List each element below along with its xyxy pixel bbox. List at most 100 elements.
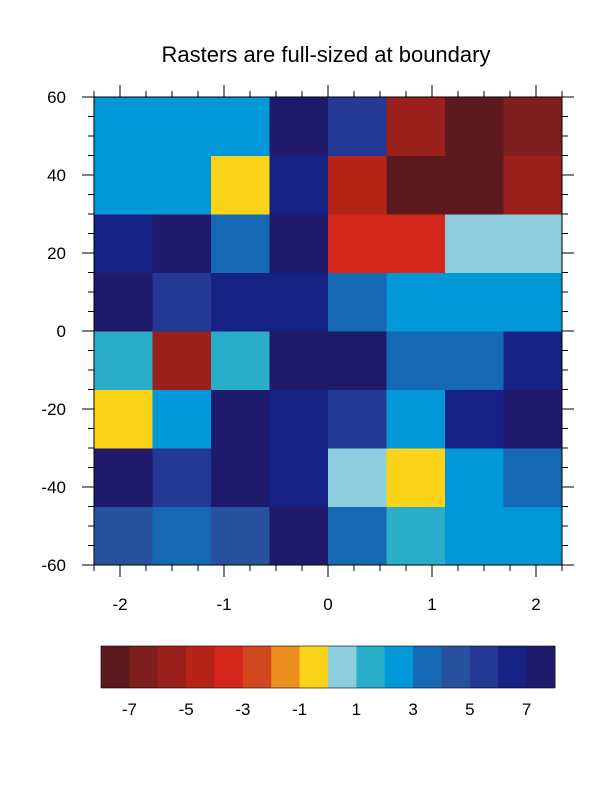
colorbar-frame	[100, 645, 556, 689]
raster-cell	[152, 389, 212, 449]
colorbar-swatch	[242, 646, 272, 688]
x-tick-label: 2	[531, 595, 540, 614]
colorbar-swatch	[299, 646, 329, 688]
axes-layer: -2 -1 0 1 2 -60 -40 -20 0 20 40 60	[41, 85, 574, 614]
raster-cell	[269, 506, 329, 566]
raster-cell	[269, 448, 329, 507]
raster-cell	[211, 97, 270, 156]
colorbar-label: 5	[465, 700, 474, 719]
x-tick-label: 1	[427, 595, 436, 614]
colorbar: -7 -5 -3 -1 1 3 5 7	[100, 645, 556, 719]
raster-cell	[503, 97, 563, 156]
raster-cell	[503, 331, 563, 390]
colorbar-label: -5	[179, 700, 194, 719]
raster-cell	[445, 272, 504, 332]
colorbar-label: -7	[122, 700, 137, 719]
raster-cell	[94, 331, 153, 390]
raster-cell	[94, 155, 153, 215]
raster-cell	[152, 331, 212, 390]
colorbar-swatch	[413, 646, 442, 688]
raster-cell	[386, 97, 446, 156]
raster-cell	[211, 214, 270, 273]
raster-cell	[328, 389, 387, 449]
raster-cell	[386, 389, 446, 449]
raster-cell	[269, 97, 329, 156]
colorbar-swatch	[214, 646, 244, 688]
raster-cell	[445, 97, 504, 156]
y-tick-label: -20	[41, 400, 66, 419]
x-tick-label: 0	[323, 595, 332, 614]
raster-cell	[211, 155, 270, 215]
raster-cell	[328, 155, 387, 215]
raster-cell	[269, 331, 329, 390]
x-tick-label: -1	[216, 595, 231, 614]
raster-cell	[328, 214, 387, 273]
raster-cell	[94, 448, 153, 507]
colorbar-swatch	[186, 646, 215, 688]
colorbar-swatch	[271, 646, 301, 688]
raster-cell	[386, 155, 446, 215]
chart-title: Rasters are full-sized at boundary	[162, 42, 491, 67]
raster-cell	[328, 448, 387, 507]
raster-cell	[386, 448, 446, 507]
colorbar-swatch	[469, 646, 499, 688]
raster-layer	[94, 97, 563, 566]
raster-cell	[94, 506, 153, 566]
colorbar-swatch	[129, 646, 159, 688]
raster-cell	[269, 155, 329, 215]
raster-cell	[269, 272, 329, 332]
raster-cell	[211, 272, 270, 332]
colorbar-swatch	[101, 646, 130, 688]
raster-cell	[152, 155, 212, 215]
raster-cell	[94, 97, 153, 156]
raster-cell	[503, 448, 563, 507]
colorbar-swatch	[526, 646, 556, 688]
raster-cell	[445, 448, 504, 507]
raster-cell	[94, 389, 153, 449]
x-tick-label: -2	[112, 595, 127, 614]
raster-cell	[386, 331, 446, 390]
raster-cell	[386, 506, 446, 566]
raster-cell	[445, 214, 504, 273]
y-tick-label: 20	[47, 244, 66, 263]
colorbar-label: 1	[352, 700, 361, 719]
raster-cell	[269, 389, 329, 449]
raster-cell	[269, 214, 329, 273]
raster-cell	[152, 506, 212, 566]
colorbar-swatch	[157, 646, 187, 688]
raster-cell	[503, 389, 563, 449]
raster-cell	[503, 214, 563, 273]
raster-cell	[152, 97, 212, 156]
colorbar-swatch	[356, 646, 386, 688]
raster-cell	[94, 272, 153, 332]
raster-cell	[445, 331, 504, 390]
raster-cell	[503, 506, 563, 566]
colorbar-swatch	[328, 646, 357, 688]
y-tick-label: -40	[41, 478, 66, 497]
raster-cell	[211, 506, 270, 566]
colorbar-label: 7	[522, 700, 531, 719]
raster-cell	[328, 97, 387, 156]
raster-cell	[211, 331, 270, 390]
raster-cell	[503, 155, 563, 215]
colorbar-label: -3	[235, 700, 250, 719]
y-tick-label: 0	[57, 322, 66, 341]
raster-cell	[503, 272, 563, 332]
y-tick-label: 60	[47, 88, 66, 107]
raster-cell	[328, 272, 387, 332]
colorbar-swatch	[498, 646, 528, 688]
raster-cell	[445, 506, 504, 566]
y-tick-label: 40	[47, 166, 66, 185]
raster-cell	[152, 448, 212, 507]
raster-cell	[328, 506, 387, 566]
raster-cell	[445, 155, 504, 215]
colorbar-swatch	[441, 646, 471, 688]
raster-cell	[386, 214, 446, 273]
raster-cell	[211, 448, 270, 507]
raster-cell	[211, 389, 270, 449]
colorbar-swatch	[384, 646, 414, 688]
raster-cell	[445, 389, 504, 449]
raster-cell	[94, 214, 153, 273]
